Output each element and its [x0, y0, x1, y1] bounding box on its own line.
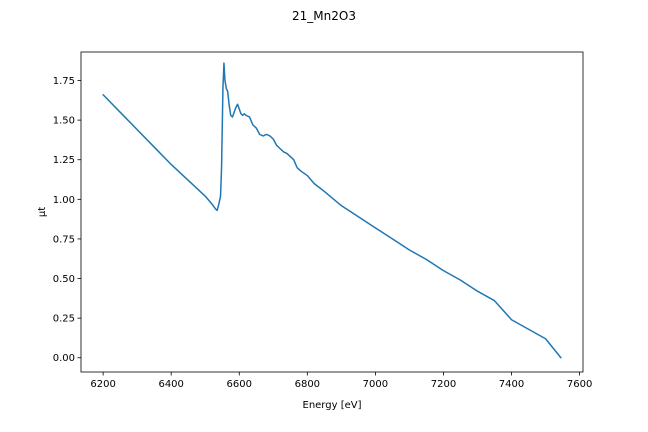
y-tick-label: 0.50 — [53, 274, 75, 285]
x-axis-ticks: 6200 6400 6600 6800 7000 7200 7400 7600 — [90, 372, 592, 390]
y-axis-label: μt — [37, 207, 48, 217]
y-tick-label: 1.00 — [53, 195, 75, 206]
axes-background — [81, 52, 583, 372]
series-layer — [102, 62, 562, 359]
x-axis-label: Energy [eV] — [303, 400, 362, 411]
x-tick-label: 6800 — [295, 379, 320, 390]
x-tick-label: 7200 — [431, 379, 456, 390]
figure-title: 21_Mn2O3 — [292, 9, 356, 23]
x-tick-label: 7400 — [499, 379, 524, 390]
axes-frame — [80, 51, 584, 373]
y-tick-label: 1.75 — [53, 76, 75, 87]
x-tick-label: 6200 — [90, 379, 115, 390]
y-tick-label: 0.00 — [53, 353, 75, 364]
y-tick-label: 0.75 — [53, 234, 75, 245]
y-axis-ticks: 0.00 0.25 0.50 0.75 1.00 1.25 1.50 1.75 — [53, 76, 81, 364]
x-tick-label: 7000 — [363, 379, 388, 390]
series-line-0 — [102, 62, 562, 359]
y-tick-label: 1.50 — [53, 116, 75, 127]
x-tick-label: 6400 — [158, 379, 183, 390]
y-tick-label: 0.25 — [53, 314, 75, 325]
plot-area — [80, 51, 584, 373]
y-tick-label: 1.25 — [53, 155, 75, 166]
x-tick-label: 7600 — [567, 379, 592, 390]
x-tick-label: 6600 — [227, 379, 252, 390]
